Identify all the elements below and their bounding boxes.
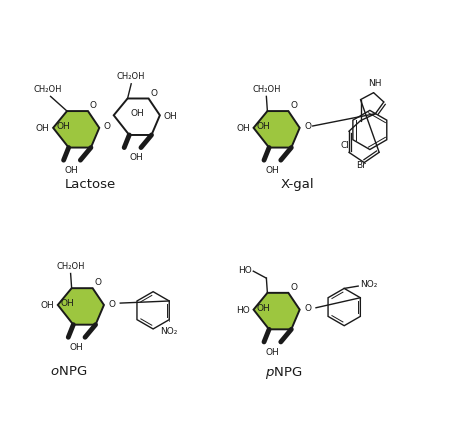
- Text: CH₂OH: CH₂OH: [252, 85, 281, 93]
- Text: OH: OH: [56, 121, 70, 131]
- Polygon shape: [137, 292, 169, 329]
- Text: OH: OH: [257, 121, 271, 131]
- Text: OH: OH: [130, 153, 144, 162]
- Text: NO₂: NO₂: [361, 279, 378, 289]
- Text: OH: OH: [36, 124, 49, 133]
- Text: Br: Br: [356, 160, 366, 170]
- Text: CH₂OH: CH₂OH: [56, 261, 85, 270]
- Text: O: O: [103, 121, 110, 130]
- Text: Lactose: Lactose: [64, 177, 116, 190]
- Text: HO: HO: [236, 305, 250, 314]
- Text: OH: OH: [40, 301, 54, 310]
- Text: O: O: [150, 88, 157, 97]
- Text: $o$NPG: $o$NPG: [50, 364, 87, 378]
- Text: O: O: [304, 304, 311, 313]
- Text: OH: OH: [257, 303, 271, 312]
- Text: O: O: [94, 278, 101, 286]
- Text: OH: OH: [64, 166, 78, 174]
- Text: OH: OH: [69, 342, 83, 351]
- Text: OH: OH: [131, 109, 145, 118]
- Text: O: O: [304, 122, 311, 131]
- Polygon shape: [58, 289, 104, 325]
- Text: HO: HO: [237, 266, 251, 275]
- Polygon shape: [114, 99, 160, 136]
- Text: OH: OH: [61, 298, 75, 307]
- Polygon shape: [254, 112, 300, 148]
- Polygon shape: [353, 111, 387, 150]
- Polygon shape: [254, 293, 300, 329]
- Text: CH₂OH: CH₂OH: [34, 85, 63, 93]
- Text: O: O: [290, 283, 297, 291]
- Text: NH: NH: [368, 79, 381, 88]
- Text: $p$NPG: $p$NPG: [265, 364, 302, 381]
- Text: OH: OH: [236, 124, 250, 133]
- Polygon shape: [328, 289, 360, 326]
- Text: CH₂OH: CH₂OH: [117, 72, 146, 81]
- Text: O: O: [290, 101, 297, 110]
- Text: O: O: [90, 101, 97, 110]
- Text: NO₂: NO₂: [161, 326, 178, 336]
- Text: X-gal: X-gal: [281, 177, 314, 190]
- Text: OH: OH: [164, 112, 177, 120]
- Polygon shape: [53, 112, 99, 148]
- Text: Cl: Cl: [341, 141, 349, 149]
- Text: OH: OH: [265, 166, 279, 174]
- Text: OH: OH: [265, 347, 279, 356]
- Text: O: O: [109, 299, 116, 308]
